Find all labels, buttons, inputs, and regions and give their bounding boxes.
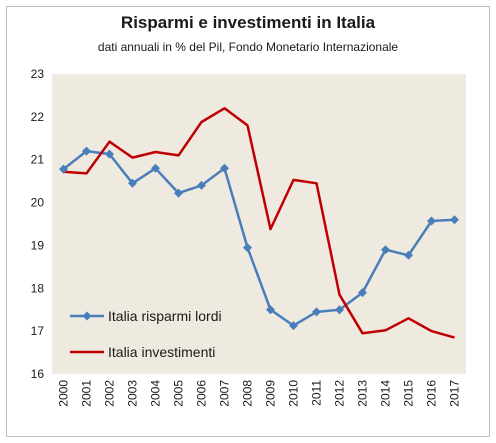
y-tick-label: 16 bbox=[31, 367, 45, 381]
series-0-point bbox=[174, 188, 183, 198]
x-tick-label: 2016 bbox=[425, 380, 439, 407]
series-0-point bbox=[128, 178, 137, 188]
series-0-point bbox=[59, 164, 68, 174]
chart-title: Risparmi e investimenti in Italia bbox=[120, 13, 376, 32]
series-0-point bbox=[266, 305, 275, 315]
x-tick-label: 2004 bbox=[149, 380, 163, 407]
y-tick-label: 18 bbox=[31, 281, 45, 295]
series-0-point bbox=[82, 146, 91, 156]
x-tick-label: 2006 bbox=[195, 380, 209, 407]
x-tick-label: 2010 bbox=[287, 380, 301, 407]
series-line-0 bbox=[62, 149, 455, 327]
x-tick-label: 2001 bbox=[80, 380, 94, 407]
series-line-1 bbox=[63, 107, 455, 339]
x-tick-label: 2002 bbox=[103, 380, 117, 407]
series-0-point bbox=[243, 243, 252, 253]
series-0-point bbox=[105, 149, 114, 159]
legend-label: Italia investimenti bbox=[108, 344, 215, 360]
legend-marker bbox=[82, 311, 92, 321]
y-axis: 16 17 18 19 20 21 22 23 bbox=[31, 67, 45, 381]
series-0-point bbox=[335, 305, 344, 315]
x-tick-label: 2011 bbox=[310, 380, 324, 406]
x-tick-label: 2003 bbox=[126, 380, 140, 407]
x-tick-label: 2013 bbox=[356, 380, 370, 407]
x-tick-label: 2008 bbox=[241, 380, 255, 407]
chart-subtitle: dati annuali in % del Pil, Fondo Monetar… bbox=[97, 40, 399, 54]
series-0-point bbox=[289, 321, 298, 331]
y-tick-label: 20 bbox=[31, 196, 45, 210]
series-0-point bbox=[312, 307, 321, 317]
series-0-point bbox=[427, 216, 436, 226]
series-0-point bbox=[220, 163, 229, 173]
x-tick-label: 2005 bbox=[172, 380, 186, 407]
y-tick-label: 22 bbox=[31, 110, 45, 124]
series-0-point bbox=[450, 215, 459, 225]
x-tick-label: 2000 bbox=[57, 380, 71, 407]
series-layer bbox=[59, 107, 459, 339]
x-tick-label: 2017 bbox=[448, 380, 462, 407]
y-tick-label: 21 bbox=[31, 153, 45, 167]
y-tick-label: 17 bbox=[31, 324, 45, 338]
x-tick-label: 2015 bbox=[402, 380, 416, 407]
series-0-point bbox=[381, 245, 390, 255]
y-tick-label: 23 bbox=[31, 67, 45, 81]
series-0-point bbox=[404, 250, 413, 260]
x-tick-label: 2014 bbox=[379, 380, 393, 407]
plot-area bbox=[52, 74, 466, 374]
y-tick-label: 19 bbox=[31, 238, 45, 252]
series-0-point bbox=[197, 180, 206, 190]
legend-label: Italia risparmi lordi bbox=[108, 308, 222, 324]
series-0-point bbox=[151, 163, 160, 173]
series-0-point bbox=[358, 288, 367, 298]
x-axis: 2000 2001 2002 2003 2004 2005 2006 2007 2008 2009… bbox=[57, 380, 462, 407]
x-tick-label: 2012 bbox=[333, 380, 347, 407]
x-tick-label: 2007 bbox=[218, 380, 232, 407]
x-tick-label: 2009 bbox=[264, 380, 278, 407]
legend: Italia risparmi lordi Italia investimenti bbox=[70, 308, 222, 360]
